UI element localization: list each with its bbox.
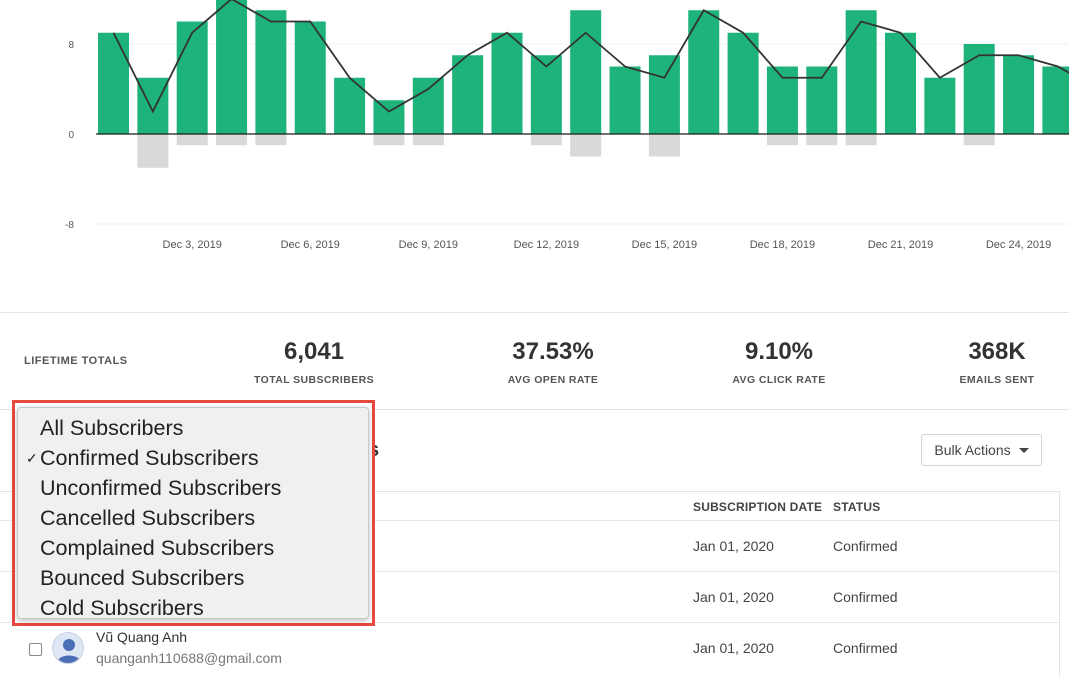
- bar-positive: [727, 32, 759, 134]
- row-3-checkbox[interactable]: [29, 643, 42, 656]
- checkmark-icon: ✓: [26, 450, 38, 466]
- bar-positive: [255, 10, 287, 134]
- row-1-date: Jan 01, 2020: [693, 538, 774, 554]
- option-label: Unconfirmed Subscribers: [40, 476, 282, 500]
- bar-positive: [648, 55, 680, 134]
- dropdown-option-all[interactable]: All Subscribers: [18, 413, 368, 443]
- bar-positive: [688, 10, 720, 134]
- y-tick-label: -8: [65, 220, 74, 231]
- row-1-status: Confirmed: [833, 538, 898, 554]
- row-2-status: Confirmed: [833, 589, 898, 605]
- bar-negative: [845, 134, 877, 146]
- subscriber-chart: 8 0 -8 Dec 3, 2019 Dec 6, 2019 Dec 9, 2019 Dec…: [65, 0, 1069, 251]
- row-divider: [0, 622, 1059, 623]
- bar-negative: [766, 134, 798, 146]
- dropdown-option-cancelled[interactable]: Cancelled Subscribers: [18, 503, 368, 533]
- header-row-divider: [0, 520, 1059, 521]
- bar-positive: [412, 77, 444, 134]
- table-top-border: [0, 491, 1059, 492]
- header-subscription-date[interactable]: SUBSCRIPTION DATE: [693, 500, 823, 514]
- bar-negative: [530, 134, 562, 146]
- subscribers-table: [0, 491, 1060, 677]
- bar-positive: [963, 44, 995, 134]
- bar-negative: [963, 134, 995, 146]
- bar-negative: [176, 134, 208, 146]
- option-label: Cold Subscribers: [40, 596, 204, 620]
- bar-negative: [570, 134, 602, 157]
- stat-total-subscribers: 6,041 TOTAL SUBSCRIBERS: [224, 338, 404, 386]
- bar-positive: [570, 10, 602, 134]
- bar-positive: [1042, 66, 1069, 134]
- row-3-date: Jan 01, 2020: [693, 640, 774, 656]
- option-label: All Subscribers: [40, 416, 184, 440]
- trend-line: [112, 0, 1069, 114]
- bar-positive: [176, 21, 208, 134]
- dropdown-option-confirmed[interactable]: ✓ Confirmed Subscribers: [18, 443, 368, 473]
- user-silhouette-icon: [57, 639, 81, 663]
- bar-negative: [216, 134, 248, 146]
- bar-negative: [137, 134, 169, 168]
- bar-positive: [216, 0, 248, 134]
- bulk-actions-label: Bulk Actions: [934, 442, 1011, 458]
- stat-value: 6,041: [283, 338, 345, 365]
- totals-divider: [0, 409, 1069, 410]
- y-tick-label: 0: [68, 130, 74, 141]
- x-tick-label: Dec 9, 2019: [399, 239, 458, 251]
- subscriber-filter-dropdown[interactable]: All Subscribers ✓ Confirmed Subscribers …: [17, 407, 369, 620]
- bar-positive: [1003, 55, 1035, 134]
- bar-negative: [648, 134, 680, 157]
- x-tick-label: Dec 6, 2019: [281, 239, 340, 251]
- bar-positive: [452, 55, 484, 134]
- dropdown-option-bounced[interactable]: Bounced Subscribers: [18, 563, 368, 593]
- dropdown-option-cold[interactable]: Cold Subscribers: [18, 593, 368, 623]
- stat-value: 9.10%: [744, 338, 814, 365]
- stat-label: AVG OPEN RATE: [507, 374, 599, 386]
- bar-positive: [98, 32, 129, 134]
- x-tick-label: Dec 12, 2019: [514, 239, 579, 251]
- bar-positive: [294, 21, 326, 134]
- avatar: [52, 632, 84, 664]
- row-2-date: Jan 01, 2020: [693, 589, 774, 605]
- subscriber-email: quanganh110688@gmail.com: [96, 650, 282, 666]
- lifetime-totals-label: LIFETIME TOTALS: [24, 355, 128, 367]
- stat-value: 37.53%: [512, 338, 594, 365]
- option-label: Cancelled Subscribers: [40, 506, 256, 530]
- bar-positive: [137, 77, 169, 134]
- row-3-status: Confirmed: [833, 640, 898, 656]
- chart-divider: [0, 312, 1069, 313]
- bar-positive: [491, 32, 523, 134]
- bar-positive: [845, 10, 877, 134]
- dropdown-option-unconfirmed[interactable]: Unconfirmed Subscribers: [18, 473, 368, 503]
- stat-value: 368K: [968, 338, 1026, 365]
- x-tick-label: Dec 3, 2019: [163, 239, 222, 251]
- bar-negative: [412, 134, 444, 146]
- row-divider: [0, 571, 1059, 572]
- x-tick-label: Dec 15, 2019: [632, 239, 697, 251]
- stat-emails-sent: 368K EMAILS SENT: [907, 338, 1069, 386]
- stat-avg-click-rate: 9.10% AVG CLICK RATE: [689, 338, 869, 386]
- bar-positive: [885, 32, 916, 134]
- option-label: Bounced Subscribers: [40, 566, 245, 590]
- caret-down-icon: [1018, 447, 1029, 453]
- bar-positive: [609, 66, 641, 134]
- option-label: Complained Subscribers: [40, 536, 275, 560]
- bar-positive: [924, 77, 956, 134]
- y-tick-label: 8: [68, 40, 74, 51]
- bar-negative: [806, 134, 838, 146]
- stat-label: TOTAL SUBSCRIBERS: [254, 374, 374, 386]
- bar-positive: [530, 55, 562, 134]
- stat-avg-open-rate: 37.53% AVG OPEN RATE: [463, 338, 643, 386]
- header-status[interactable]: STATUS: [833, 500, 881, 514]
- x-tick-label: Dec 21, 2019: [868, 239, 933, 251]
- bulk-actions-button[interactable]: Bulk Actions: [921, 434, 1042, 466]
- subscriber-name[interactable]: Vũ Quang Anh: [96, 629, 188, 645]
- x-tick-label: Dec 18, 2019: [750, 239, 815, 251]
- stat-label: AVG CLICK RATE: [732, 374, 826, 386]
- dropdown-option-complained[interactable]: Complained Subscribers: [18, 533, 368, 563]
- x-tick-label: Dec 24, 2019: [986, 239, 1051, 251]
- bar-negative: [255, 134, 287, 146]
- bar-negative: [373, 134, 405, 146]
- option-label: Confirmed Subscribers: [40, 446, 259, 470]
- stat-label: EMAILS SENT: [959, 374, 1035, 386]
